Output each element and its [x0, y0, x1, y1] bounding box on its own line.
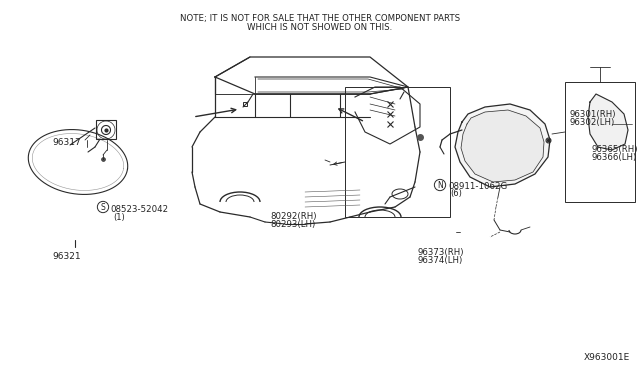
- Text: X963001E: X963001E: [584, 353, 630, 362]
- Text: 96366(LH): 96366(LH): [592, 153, 637, 162]
- Text: 80293(LH): 80293(LH): [270, 220, 316, 229]
- Text: 96321: 96321: [52, 252, 81, 261]
- Text: 96373(RH): 96373(RH): [418, 248, 465, 257]
- Bar: [345, 87, 450, 217]
- Text: 96302(LH): 96302(LH): [570, 118, 615, 127]
- Text: WHICH IS NOT SHOWED ON THIS.: WHICH IS NOT SHOWED ON THIS.: [248, 23, 392, 32]
- Text: 96317: 96317: [52, 138, 81, 147]
- Text: NOTE; IT IS NOT FOR SALE THAT THE OTHER COMPONENT PARTS: NOTE; IT IS NOT FOR SALE THAT THE OTHER …: [180, 14, 460, 23]
- Text: 96301(RH): 96301(RH): [570, 110, 616, 119]
- Polygon shape: [455, 104, 550, 187]
- Text: 08911-1062G: 08911-1062G: [448, 182, 508, 191]
- Text: S: S: [100, 202, 106, 212]
- Text: 96365(RH): 96365(RH): [592, 145, 639, 154]
- Bar: [565, 82, 635, 202]
- Polygon shape: [588, 94, 628, 150]
- Text: 96374(LH): 96374(LH): [418, 256, 463, 265]
- Text: 80292(RH): 80292(RH): [270, 212, 317, 221]
- Polygon shape: [461, 110, 544, 182]
- Text: (1): (1): [113, 213, 125, 222]
- Text: 08523-52042: 08523-52042: [110, 205, 168, 214]
- Text: (6): (6): [450, 189, 462, 198]
- Text: N: N: [437, 180, 443, 189]
